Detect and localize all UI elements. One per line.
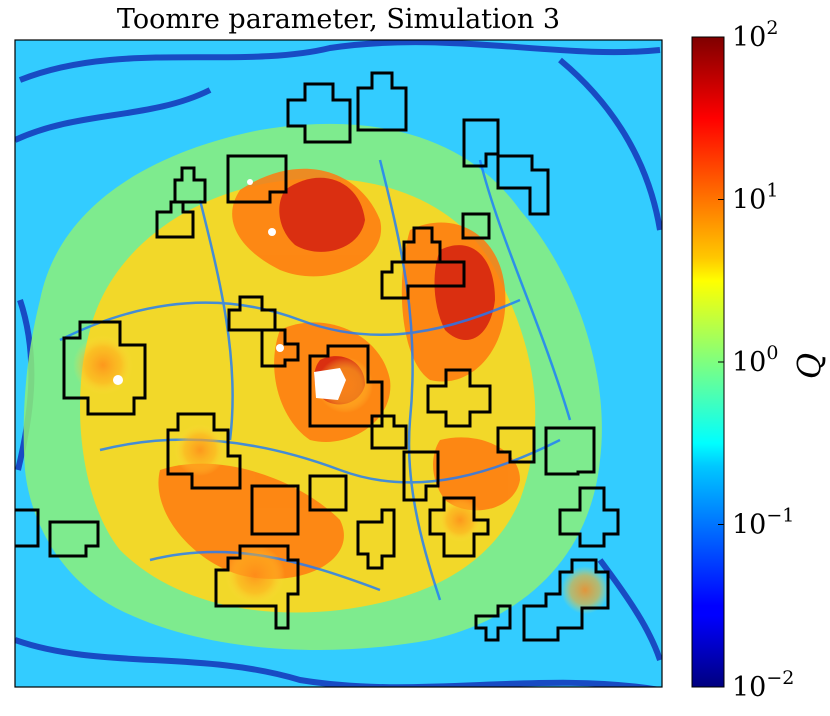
colorbar-ticks: 102 101 100 10−1 10−2 bbox=[718, 17, 794, 703]
chart-title: Toomre parameter, Simulation 3 bbox=[116, 4, 561, 35]
colorbar-tick-label: 10−1 bbox=[732, 505, 794, 541]
colorbar-tick-label: 100 bbox=[732, 342, 778, 378]
heatmap bbox=[15, 40, 662, 687]
colorbar: 102 101 100 10−1 10−2 Q bbox=[691, 17, 829, 703]
colorbar-tick-label: 101 bbox=[732, 180, 778, 216]
colorbar-tick-label: 102 bbox=[732, 17, 778, 53]
colorbar-label: Q bbox=[791, 353, 829, 379]
plot-frame bbox=[14, 39, 663, 688]
colorbar-tick-label: 10−2 bbox=[732, 667, 794, 703]
clump-boxes bbox=[15, 71, 620, 642]
